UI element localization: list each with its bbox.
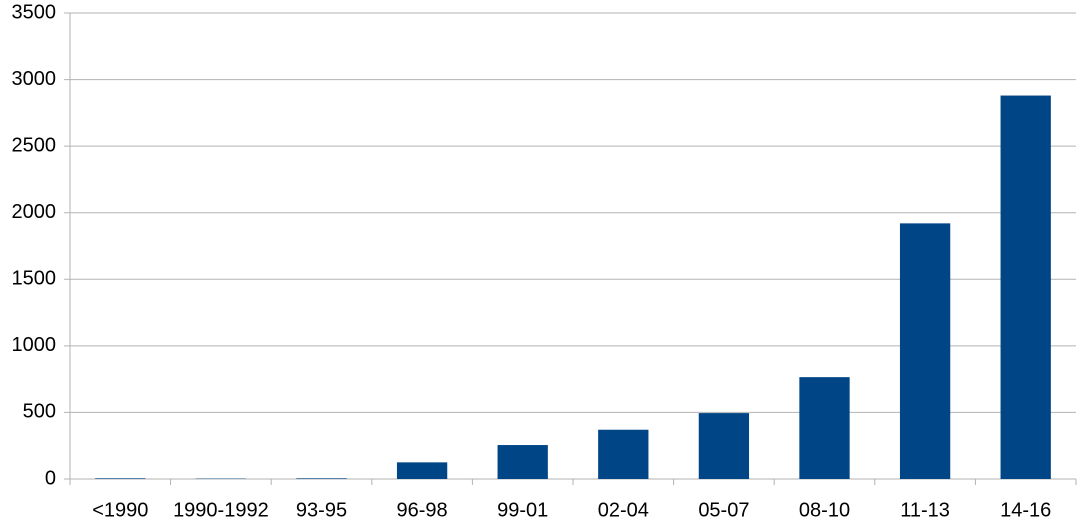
x-tick-label: 1990-1992 — [173, 499, 269, 521]
y-tick-label: 1000 — [12, 334, 57, 356]
x-tick-label: 08-10 — [799, 499, 850, 521]
x-tick-label: 99-01 — [497, 499, 548, 521]
y-tick-label: 3500 — [12, 1, 57, 23]
bar — [1000, 95, 1051, 479]
bar — [899, 223, 951, 479]
bar — [396, 462, 448, 479]
x-tick-label: 96-98 — [397, 499, 448, 521]
bar — [598, 429, 649, 479]
y-tick-label: 3000 — [12, 68, 57, 90]
x-tick-label: 02-04 — [598, 499, 649, 521]
bar — [799, 377, 850, 479]
bar — [497, 445, 548, 479]
x-tick-label: 05-07 — [698, 499, 749, 521]
bar — [296, 478, 347, 479]
bar — [95, 478, 146, 479]
y-tick-label: 2500 — [12, 134, 57, 156]
y-tick-label: 0 — [45, 467, 56, 489]
x-tick-label: <1990 — [92, 499, 148, 521]
bar — [698, 413, 750, 479]
y-tick-label: 500 — [23, 401, 56, 423]
y-tick-label: 1500 — [12, 268, 57, 290]
x-tick-label: 93-95 — [296, 499, 347, 521]
y-tick-label: 2000 — [12, 201, 57, 223]
x-tick-label: 11-13 — [900, 499, 950, 521]
x-tick-label: 14-16 — [1000, 499, 1051, 521]
